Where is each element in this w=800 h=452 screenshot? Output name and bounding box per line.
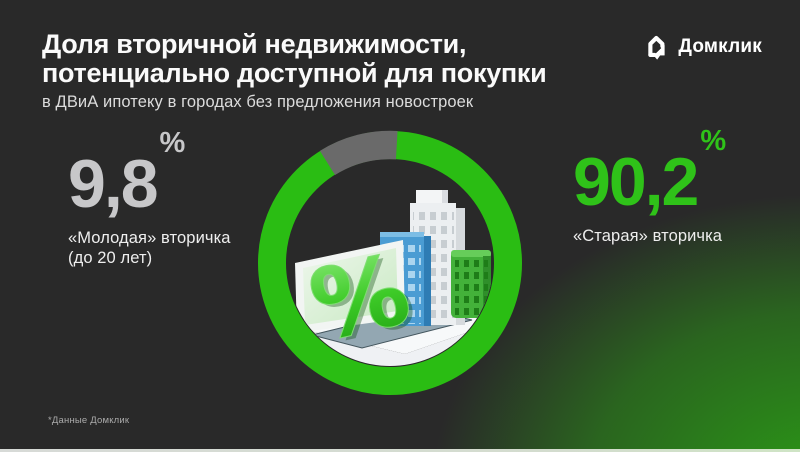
donut-slice-gray [257,130,523,396]
stat-right-value: 90,2 [573,144,699,220]
green-building [451,250,491,318]
stat-left-label-line2: (до 20 лет) [68,249,153,268]
donut-chart-svg: % % [257,130,523,396]
stat-left-label-line1: «Молодая» вторичка [68,229,231,247]
stat-young-secondary: 9,8% «Молодая» вторичка (до 20 лет) [68,129,231,268]
stat-left-value: 9,8 [68,146,159,222]
page-title: Доля вторичной недвижимости, потенциальн… [42,29,547,89]
percent-board [295,240,405,333]
stat-left-value-row: 9,8% [68,129,231,218]
stat-right-unit: % [700,125,727,158]
stat-left-unit: % [159,127,186,160]
domclick-logo-text: Домклик [678,36,762,57]
donut-chart: % % [253,126,527,400]
page-subtitle: в ДВиА ипотеку в городах без предложения… [42,93,474,112]
stat-right-label: «Старая» вторичка [573,226,723,246]
stat-left-label: «Молодая» вторичка (до 20 лет) [68,228,231,268]
header: Доля вторичной недвижимости, потенциальн… [42,29,547,112]
percent-sign: % % [300,232,423,366]
center-illustration: % % [287,190,493,366]
domclick-house-icon [648,35,666,60]
bottom-edge-strip [0,449,800,452]
title-line-2: потенциально доступной для покупки [42,58,547,89]
stat-right-label-line1: «Старая» вторичка [573,227,723,245]
stat-old-secondary: 90,2% «Старая» вторичка [573,127,726,246]
footnote-source: *Данные Домклик [48,415,130,426]
stat-right-value-row: 90,2% [573,127,726,216]
domclick-logo: Домклик [641,32,762,62]
title-line-1: Доля вторичной недвижимости, [42,29,467,59]
